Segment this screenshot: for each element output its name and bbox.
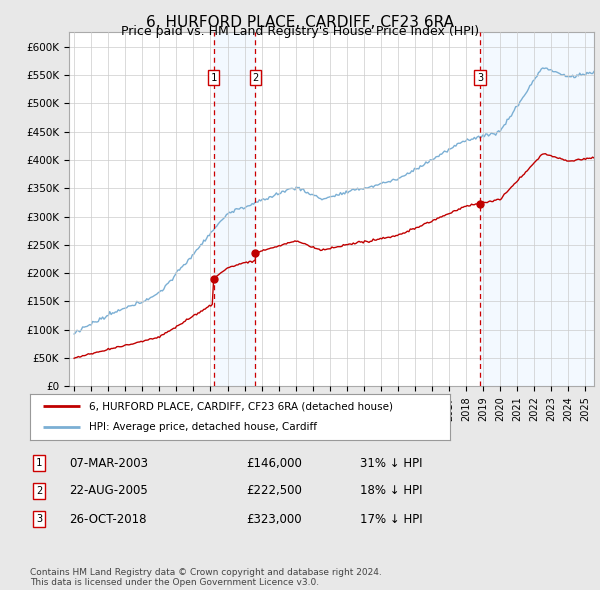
Text: 6, HURFORD PLACE, CARDIFF, CF23 6RA (detached house): 6, HURFORD PLACE, CARDIFF, CF23 6RA (det… xyxy=(89,401,393,411)
Text: 2: 2 xyxy=(253,73,259,83)
Bar xyxy=(214,32,256,386)
Text: £323,000: £323,000 xyxy=(246,513,302,526)
Text: £146,000: £146,000 xyxy=(246,457,302,470)
Text: 2: 2 xyxy=(36,486,42,496)
Text: Contains HM Land Registry data © Crown copyright and database right 2024.
This d: Contains HM Land Registry data © Crown c… xyxy=(30,568,382,587)
Text: 26-OCT-2018: 26-OCT-2018 xyxy=(69,513,146,526)
Text: 22-AUG-2005: 22-AUG-2005 xyxy=(69,484,148,497)
Text: 3: 3 xyxy=(477,73,483,83)
Text: 31% ↓ HPI: 31% ↓ HPI xyxy=(360,457,422,470)
Text: Price paid vs. HM Land Registry's House Price Index (HPI): Price paid vs. HM Land Registry's House … xyxy=(121,25,479,38)
Text: 1: 1 xyxy=(211,73,217,83)
Text: 18% ↓ HPI: 18% ↓ HPI xyxy=(360,484,422,497)
Text: £222,500: £222,500 xyxy=(246,484,302,497)
Text: HPI: Average price, detached house, Cardiff: HPI: Average price, detached house, Card… xyxy=(89,422,317,432)
Bar xyxy=(480,32,594,386)
Text: 3: 3 xyxy=(36,514,42,524)
Text: 1: 1 xyxy=(36,458,42,468)
Text: 6, HURFORD PLACE, CARDIFF, CF23 6RA: 6, HURFORD PLACE, CARDIFF, CF23 6RA xyxy=(146,15,454,30)
Text: 07-MAR-2003: 07-MAR-2003 xyxy=(69,457,148,470)
Text: 17% ↓ HPI: 17% ↓ HPI xyxy=(360,513,422,526)
